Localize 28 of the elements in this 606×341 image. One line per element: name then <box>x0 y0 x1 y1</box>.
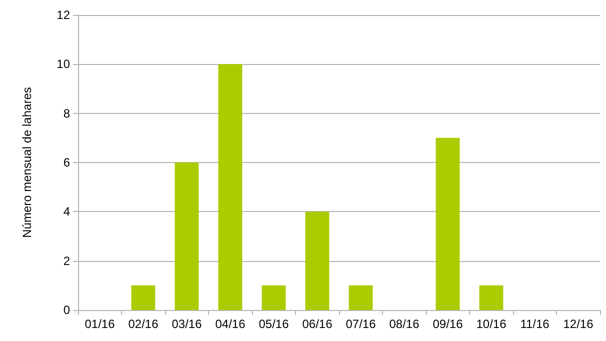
y-tick-label: 0 <box>63 303 70 317</box>
bar <box>305 212 330 310</box>
y-tick-label: 10 <box>56 57 70 72</box>
x-tick-label: 03/16 <box>172 317 202 331</box>
x-tick-label: 01/16 <box>84 317 116 331</box>
bar <box>131 285 156 310</box>
bar <box>218 64 242 310</box>
bar <box>174 162 199 310</box>
y-tick-label: 4 <box>63 204 70 219</box>
y-tick-label: 6 <box>63 156 70 170</box>
bar <box>436 138 460 310</box>
x-tick-label: 04/16 <box>215 317 246 331</box>
x-tick-label: 09/16 <box>432 317 464 331</box>
x-tick-label: 12/16 <box>563 317 594 331</box>
y-axis-title: Número mensual de lahares <box>20 87 34 238</box>
y-tick-label: 12 <box>56 8 70 22</box>
bar <box>348 285 373 310</box>
x-tick-label: 05/16 <box>258 317 290 331</box>
x-tick-label: 02/16 <box>128 317 159 331</box>
x-tick-label: 06/16 <box>302 317 333 331</box>
x-tick-label: 07/16 <box>346 317 376 331</box>
x-tick-label: 08/16 <box>389 317 420 331</box>
bar <box>262 285 286 310</box>
x-tick-label: 11/16 <box>520 317 550 331</box>
y-tick-label: 8 <box>63 106 70 120</box>
bar <box>479 285 504 310</box>
y-tick-label: 2 <box>63 254 70 268</box>
x-tick-label: 10/16 <box>476 317 507 331</box>
